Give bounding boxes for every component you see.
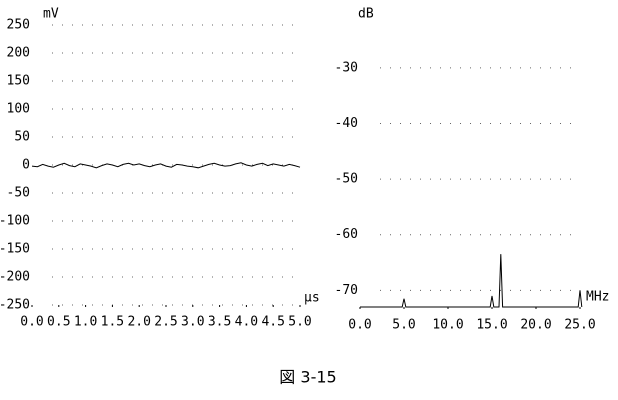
line-series xyxy=(31,162,301,169)
x-tick-label: 5.0 xyxy=(288,315,311,330)
x-tick-label: 1.0 xyxy=(74,315,97,330)
x-tick-label: 10.0 xyxy=(432,318,463,333)
x-tick-label: 25.0 xyxy=(564,318,595,333)
line-series xyxy=(360,254,583,308)
y-tick-label: 100 xyxy=(7,102,30,117)
x-unit: μs xyxy=(304,291,320,306)
y-tick-label: -40 xyxy=(335,116,358,131)
y-unit: dB xyxy=(358,7,374,22)
x-tick-label: 1.5 xyxy=(101,315,124,330)
y-tick-label: -100 xyxy=(0,214,30,229)
y-tick-label: -60 xyxy=(335,227,358,242)
x-tick-label: 20.0 xyxy=(520,318,551,333)
x-tick-label: 4.5 xyxy=(261,315,284,330)
y-tick-label: 50 xyxy=(14,130,30,145)
x-tick-label: 2.5 xyxy=(154,315,177,330)
x-tick-label: 0.5 xyxy=(47,315,70,330)
x-tick-label: 5.0 xyxy=(392,318,415,333)
caption: 図 3-15 xyxy=(279,368,336,387)
y-tick-label: -30 xyxy=(335,60,358,75)
x-tick-label: 0.0 xyxy=(20,315,43,330)
y-tick-label: -50 xyxy=(335,172,358,187)
y-tick-label: -70 xyxy=(335,283,358,298)
y-tick-label: -250 xyxy=(0,298,30,313)
y-tick-label: -200 xyxy=(0,270,30,285)
y-tick-label: 150 xyxy=(7,74,30,89)
y-tick-label: -50 xyxy=(7,186,30,201)
x-tick-label: 3.5 xyxy=(208,315,231,330)
x-tick-label: 3.0 xyxy=(181,315,204,330)
x-tick-label: 15.0 xyxy=(476,318,507,333)
y-tick-label: 200 xyxy=(7,46,30,61)
y-tick-label: -150 xyxy=(0,242,30,257)
x-tick-label: 0.0 xyxy=(348,318,371,333)
x-tick-label: 2.0 xyxy=(127,315,150,330)
y-tick-label: 0 xyxy=(22,158,30,173)
y-unit: mV xyxy=(43,7,59,22)
y-tick-label: 250 xyxy=(7,18,30,33)
x-unit: MHz xyxy=(586,290,609,305)
x-tick-label: 4.0 xyxy=(235,315,258,330)
